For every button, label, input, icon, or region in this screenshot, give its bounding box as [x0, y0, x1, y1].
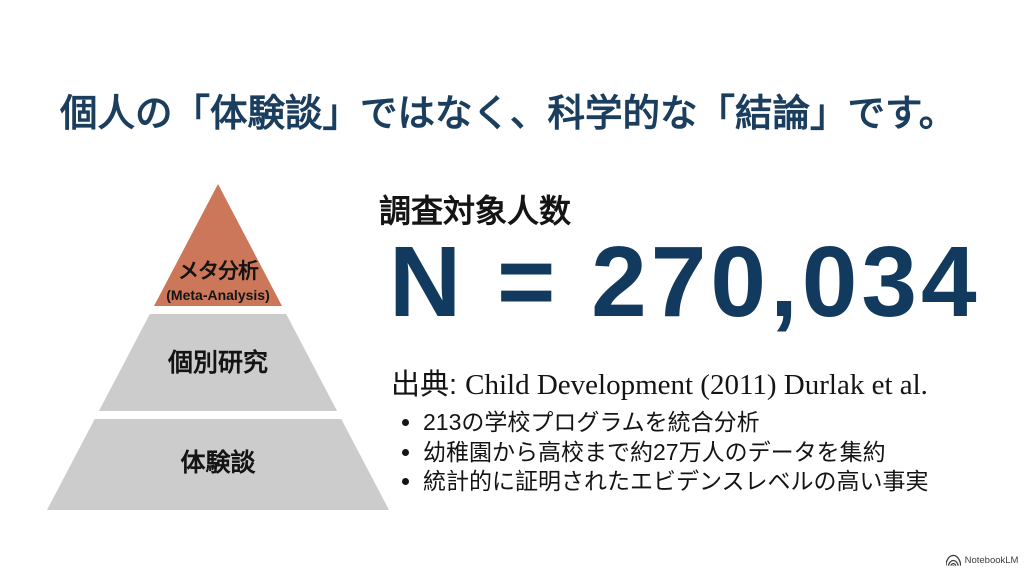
svg-text:メタ分析: メタ分析	[178, 259, 259, 283]
svg-text:体験談: 体験談	[180, 448, 256, 477]
svg-text:個別研究: 個別研究	[167, 348, 268, 377]
svg-text:(Meta-Analysis): (Meta-Analysis)	[166, 287, 269, 303]
